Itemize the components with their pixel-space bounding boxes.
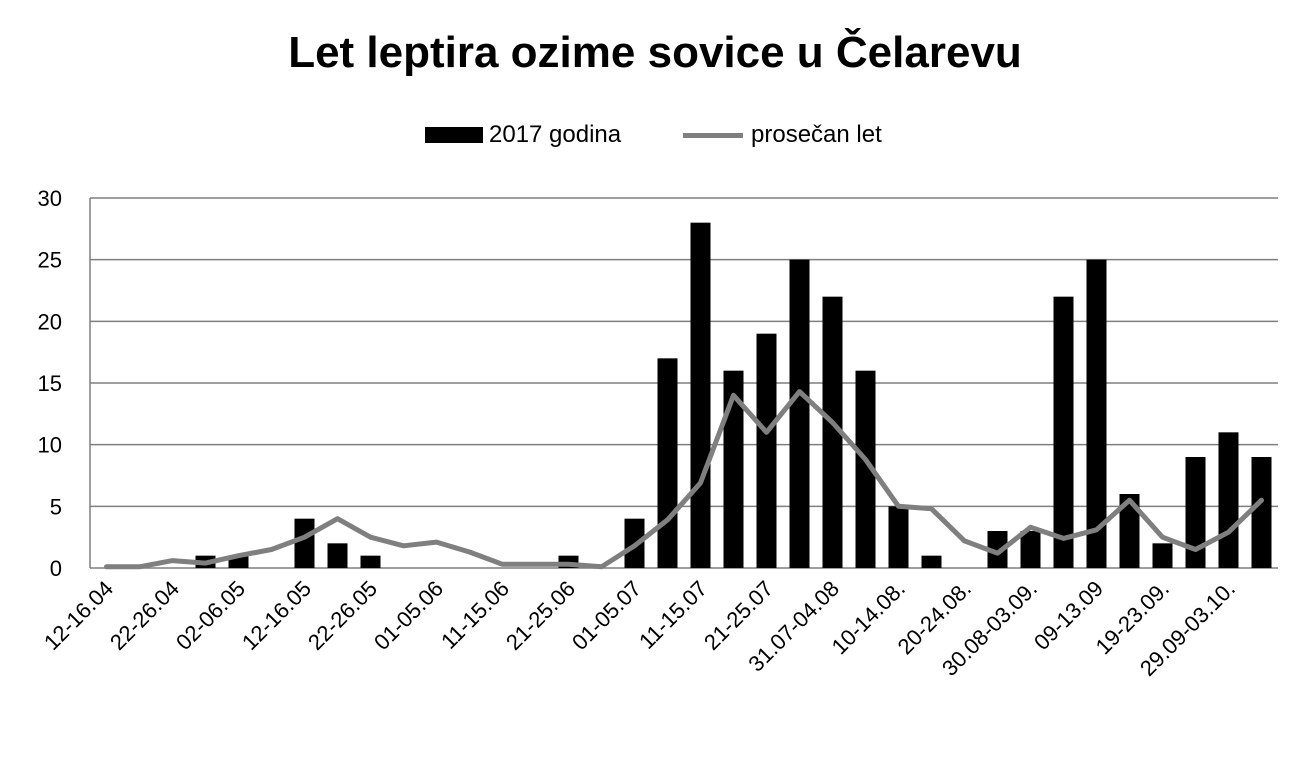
- y-tick-label: 20: [38, 309, 62, 334]
- bar: [756, 333, 777, 568]
- x-tick-label: 11-15.07: [634, 576, 712, 654]
- legend: 2017 godina prosečan let: [0, 120, 1310, 150]
- bar: [1053, 296, 1074, 568]
- y-tick-label: 10: [38, 433, 62, 458]
- bar: [360, 555, 381, 568]
- bar: [1251, 457, 1272, 568]
- bar: [1119, 494, 1140, 568]
- bar: [888, 506, 909, 568]
- legend-label-line: prosečan let: [751, 121, 882, 148]
- x-tick-label: 22-26.04: [105, 576, 184, 655]
- x-tick-label: 01-05.07: [567, 576, 646, 655]
- bar: [855, 370, 876, 568]
- legend-swatch-line: [683, 132, 743, 138]
- bar: [987, 531, 1008, 568]
- legend-item-bars: 2017 godina: [425, 120, 621, 150]
- bar: [1086, 259, 1107, 568]
- chart-title: Let leptira ozime sovice u Čelarevu: [288, 28, 1022, 77]
- legend-label-bars: 2017 godina: [489, 121, 622, 148]
- x-tick-label: 22-26.05: [303, 576, 382, 655]
- x-tick-label: 11-15.06: [436, 576, 514, 654]
- x-tick-label: 02-06.05: [171, 576, 250, 655]
- y-tick-label: 5: [50, 494, 62, 519]
- bar: [822, 296, 843, 568]
- bar: [327, 543, 348, 568]
- legend-item-line: prosečan let: [683, 120, 882, 150]
- y-tick-label: 15: [38, 371, 62, 396]
- x-tick-label: 21-25.06: [501, 576, 580, 655]
- bar: [723, 370, 744, 568]
- bar: [921, 555, 942, 568]
- x-tick-label: 12-16.04: [39, 576, 118, 655]
- bar: [1185, 457, 1206, 568]
- line-series: [104, 389, 1264, 570]
- x-tick-label: 12-16.05: [237, 576, 316, 655]
- legend-swatch-bars: [425, 127, 483, 143]
- y-tick-label: 25: [38, 248, 62, 273]
- x-tick-label: 01-05.06: [369, 576, 448, 655]
- bar: [294, 518, 315, 568]
- bar: [1152, 543, 1173, 568]
- bar: [1020, 531, 1041, 568]
- bar: [1218, 432, 1239, 568]
- bar: [690, 222, 711, 568]
- bar: [789, 259, 810, 568]
- y-tick-label: 30: [38, 186, 62, 211]
- y-tick-label: 0: [50, 556, 62, 581]
- bar: [657, 358, 678, 568]
